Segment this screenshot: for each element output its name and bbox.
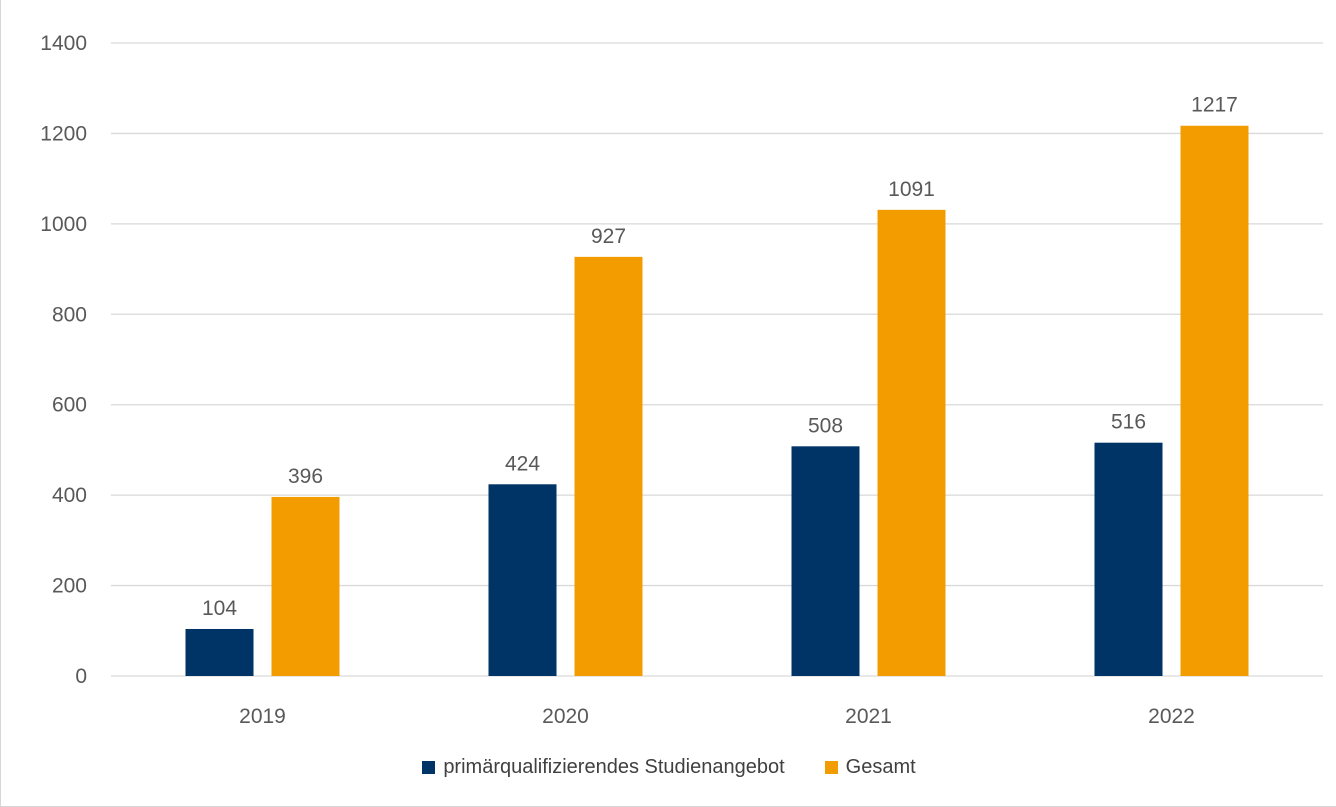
data-labels: 104 396 424 927 508 1091 516 1217 [202, 94, 1238, 620]
data-label-s1-2020: 927 [591, 225, 626, 248]
y-tick-label-1200: 1200 [40, 122, 87, 145]
y-axis-tick-labels: 0 200 400 600 800 1000 1200 1400 [40, 32, 87, 688]
bar-s0-2019 [185, 628, 254, 676]
x-tick-label-2022: 2022 [1148, 705, 1195, 728]
bar-s1-2019 [271, 496, 340, 676]
legend-swatch-gesamt [824, 761, 838, 774]
legend-swatch-primaer [422, 761, 436, 774]
data-label-s0-2022: 516 [1111, 411, 1146, 434]
y-tick-label-400: 400 [52, 484, 87, 507]
legend-item-primaer: primärqualifizierendes Studienangebot [422, 756, 785, 779]
y-tick-label-600: 600 [52, 394, 87, 417]
legend-label-primaer: primärqualifizierendes Studienangebot [443, 756, 785, 778]
bars [185, 125, 1249, 677]
x-tick-label-2021: 2021 [845, 705, 892, 728]
bar-s1-2021 [877, 209, 946, 677]
legend-item-gesamt: Gesamt [824, 756, 916, 779]
bar-s0-2020 [488, 484, 557, 676]
data-label-s1-2019: 396 [288, 465, 323, 488]
data-label-s0-2021: 508 [808, 414, 843, 437]
legend-label-gesamt: Gesamt [845, 756, 916, 778]
x-axis-tick-labels: 2019 2020 2021 2022 [239, 705, 1195, 728]
bar-s0-2021 [791, 446, 860, 676]
x-tick-label-2019: 2019 [239, 705, 286, 728]
y-tick-label-1400: 1400 [40, 32, 87, 55]
bar-s0-2022 [1094, 442, 1163, 676]
data-label-s0-2019: 104 [202, 597, 237, 620]
bar-s1-2022 [1180, 125, 1249, 677]
y-tick-label-1000: 1000 [40, 213, 87, 236]
data-label-s1-2021: 1091 [888, 178, 935, 201]
y-tick-label-0: 0 [75, 665, 87, 688]
data-label-s0-2020: 424 [505, 452, 540, 475]
y-tick-label-200: 200 [52, 575, 87, 598]
data-label-s1-2022: 1217 [1191, 94, 1238, 117]
legend: primärqualifizierendes Studienangebot Ge… [1, 756, 1336, 779]
x-tick-label-2020: 2020 [542, 705, 589, 728]
bar-s1-2020 [574, 256, 643, 676]
y-tick-label-800: 800 [52, 303, 87, 326]
